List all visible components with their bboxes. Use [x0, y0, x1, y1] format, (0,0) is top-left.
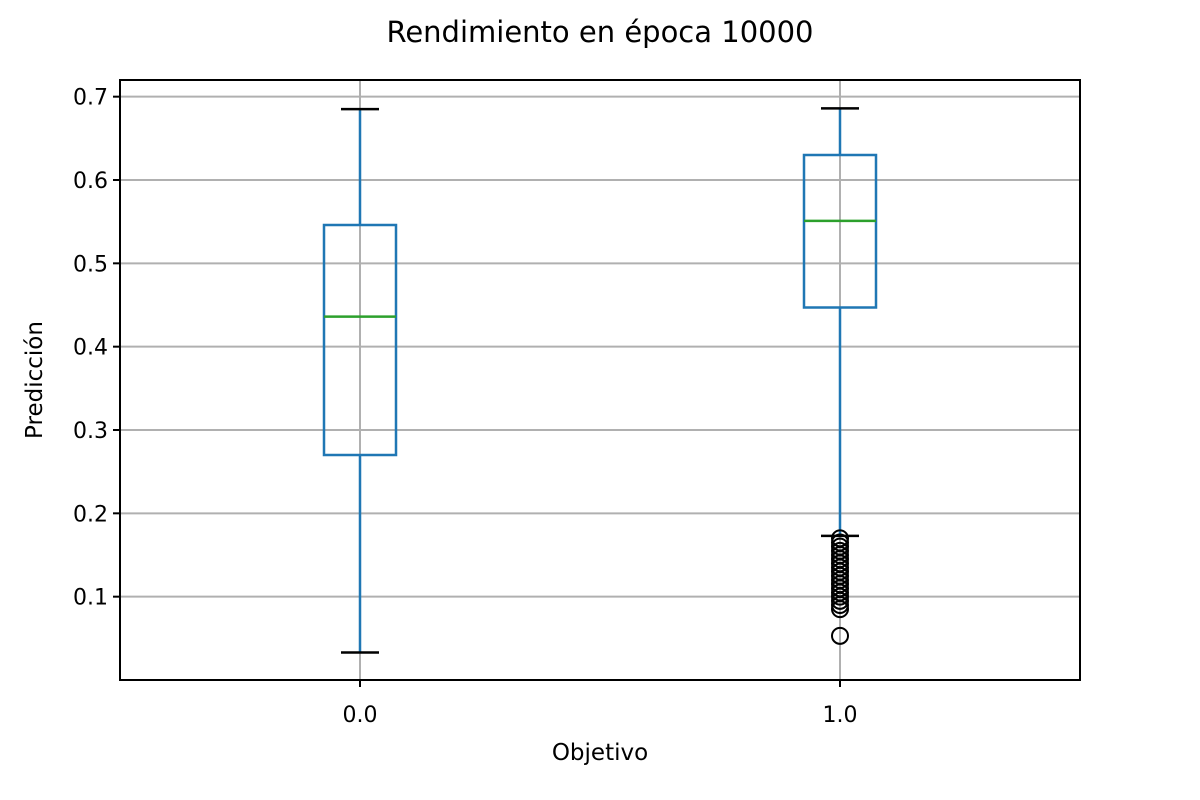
y-tick-label: 0.5 — [73, 252, 108, 277]
x-axis-label: Objetivo — [552, 740, 648, 766]
y-axis-label: Predicción — [22, 321, 48, 439]
iqr-box — [322, 223, 398, 457]
y-tick-label: 0.7 — [73, 86, 108, 111]
box-group-1.0 — [802, 107, 878, 645]
outlier-point — [831, 626, 849, 645]
chart-title: Rendimiento en época 10000 — [386, 15, 813, 49]
y-tick-label: 0.1 — [73, 586, 108, 611]
boxes — [322, 107, 878, 654]
grid-lines — [120, 80, 1080, 680]
outlier-point — [831, 529, 849, 548]
iqr-box — [802, 153, 878, 309]
outlier-point — [831, 533, 849, 552]
y-tick-label: 0.3 — [73, 419, 108, 444]
plot-frame — [119, 79, 1081, 681]
x-tick-label: 1.0 — [823, 703, 858, 728]
y-tick-label: 0.4 — [73, 336, 108, 361]
axes: 0.1 0.2 0.3 0.4 0.5 0.6 0.7 0.0 1.0 — [73, 86, 858, 728]
outlier-point — [831, 537, 849, 556]
box-group-0.0 — [322, 107, 398, 654]
y-tick-label: 0.6 — [73, 169, 108, 194]
outlier-point — [831, 541, 849, 560]
x-tick-label: 0.0 — [343, 703, 378, 728]
y-tick-label: 0.2 — [73, 502, 108, 527]
